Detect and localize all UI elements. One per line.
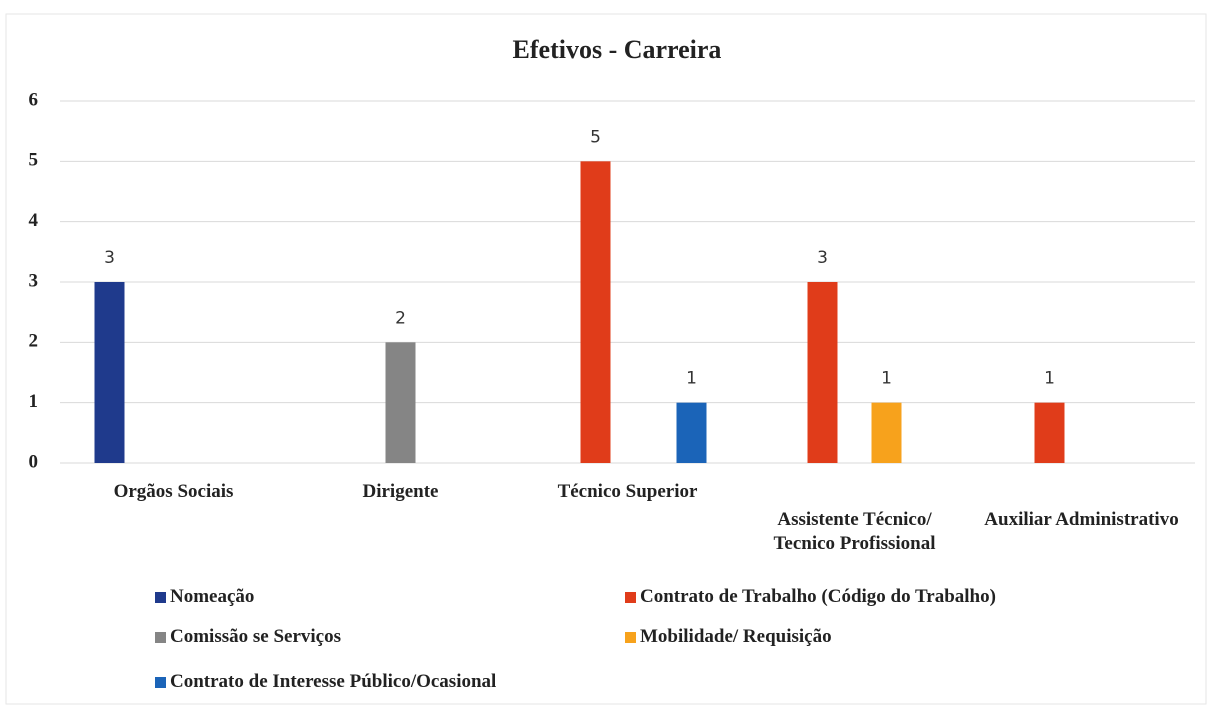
data-label: 5 [590, 127, 601, 147]
data-label: 2 [395, 308, 406, 328]
legend-swatch [625, 591, 636, 603]
x-tick-label: Orgãos Sociais [113, 481, 234, 502]
bar [871, 402, 902, 463]
legend-swatch [155, 676, 166, 688]
legend-item: Contrato de Interesse Público/Ocasional [155, 671, 496, 693]
legend-item: Mobilidade/ Requisição [625, 626, 832, 648]
bar [807, 282, 838, 463]
y-tick-label: 2 [29, 331, 39, 352]
legend-label: Contrato de Trabalho (Código do Trabalho… [640, 586, 996, 607]
y-tick-label: 1 [29, 391, 39, 412]
y-tick-label: 5 [29, 150, 39, 171]
data-label: 3 [817, 248, 828, 268]
x-tick-label: Assistente Técnico/ Tecnico Profissional [773, 509, 936, 554]
data-label: 1 [1044, 369, 1055, 389]
x-tick-label: Dirigente [362, 481, 439, 502]
data-label: 1 [686, 369, 697, 389]
legend-label: Comissão se Serviços [170, 626, 341, 647]
chart-title: Efetivos - Carreira [513, 35, 722, 64]
x-tick-label: Auxiliar Administrativo [984, 509, 1179, 530]
bar [580, 161, 611, 464]
legend-swatch [155, 591, 166, 603]
legend-item: Comissão se Serviços [155, 626, 341, 648]
bar [1034, 402, 1065, 463]
y-tick-label: 4 [29, 210, 39, 231]
y-tick-label: 0 [29, 451, 39, 472]
bar [676, 402, 707, 463]
y-tick-label: 3 [29, 270, 39, 291]
chart-border [5, 13, 1207, 705]
bar [94, 282, 125, 463]
legend-label: Nomeação [170, 586, 255, 607]
x-tick-label: Técnico Superior [557, 481, 698, 502]
bar [385, 342, 416, 463]
legend-label: Contrato de Interesse Público/Ocasional [170, 671, 497, 692]
data-label: 3 [104, 248, 115, 268]
legend-item: Nomeação [155, 586, 254, 608]
data-label: 1 [881, 369, 892, 389]
legend-swatch [155, 631, 166, 643]
y-tick-label: 6 [29, 89, 39, 110]
legend-swatch [625, 631, 636, 643]
legend-item: Contrato de Trabalho (Código do Trabalho… [625, 586, 996, 608]
legend-label: Mobilidade/ Requisição [640, 626, 832, 647]
